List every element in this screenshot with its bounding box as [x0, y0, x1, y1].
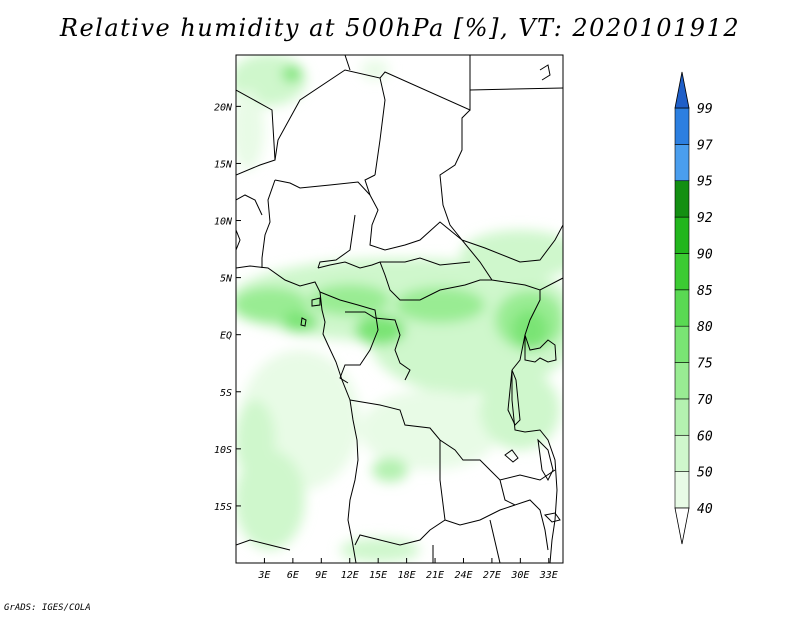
colorbar-segment: [674, 325, 690, 363]
map-frame: [235, 54, 564, 564]
lon-tick-label: 24E: [454, 570, 472, 581]
colorbar-segment: [674, 398, 690, 436]
software-credit: GrADS: IGES/COLA: [4, 603, 91, 613]
lat-tick-label: 5S: [220, 388, 232, 399]
lat-tick-label: 20N: [214, 102, 233, 113]
lon-tick-label: 3E: [257, 570, 270, 581]
lon-tick-label: 30E: [510, 570, 529, 581]
lon-tick-label: 6E: [287, 570, 299, 581]
colorbar-min-arrow: [674, 507, 690, 545]
lat-tick-label: 5N: [220, 274, 233, 285]
colorbar-segment: [674, 471, 690, 509]
colorbar-segment: [674, 289, 690, 327]
latitude-axis: 20N 15N 10N 5N EQ 5S 10S 15S: [214, 102, 241, 513]
colorbar-label: 80: [697, 320, 713, 335]
colorbar-segment: [674, 180, 690, 218]
lon-tick-label: 27E: [483, 570, 501, 581]
colorbar-label: 75: [697, 357, 713, 372]
colorbar-segment: [674, 216, 690, 254]
colorbar-segment: [674, 107, 690, 145]
country-borders: [236, 55, 563, 563]
colorbar-segment: [674, 362, 690, 400]
lon-tick-label: 12E: [341, 570, 359, 581]
lon-tick-label: 33E: [539, 570, 558, 581]
colorbar-segment: [674, 434, 690, 472]
colorbar-max-arrow: [674, 71, 690, 109]
lat-tick-label: 10N: [214, 217, 233, 228]
colorbar-label: 90: [697, 247, 713, 262]
longitude-axis: 3E 6E 9E 12E 15E 18E 21E 24E 27E 30E 33E: [257, 558, 558, 581]
lon-tick-label: 15E: [369, 570, 387, 581]
lon-tick-label: 9E: [315, 570, 327, 581]
lat-tick-label: 10S: [214, 445, 232, 456]
colorbar-label: 60: [697, 429, 713, 444]
lat-tick-label: 15S: [214, 502, 232, 513]
lat-tick-label: 15N: [214, 159, 233, 170]
map-title: Relative humidity at 500hPa [%], VT: 202…: [59, 14, 741, 42]
colorbar: 40 50 60 70 75 80 85 90 92 95 97 99: [674, 71, 713, 545]
colorbar-segment: [674, 253, 690, 291]
colorbar-label: 92: [697, 211, 713, 226]
colorbar-label: 50: [697, 466, 713, 481]
lon-tick-label: 18E: [398, 570, 416, 581]
colorbar-label: 97: [697, 138, 713, 153]
colorbar-label: 70: [697, 393, 713, 408]
humidity-field: [236, 55, 563, 562]
lon-tick-label: 21E: [426, 570, 444, 581]
lat-tick-label: EQ: [220, 331, 232, 342]
colorbar-label: 85: [697, 284, 713, 299]
colorbar-segment: [674, 144, 690, 182]
colorbar-label: 40: [697, 502, 713, 517]
colorbar-label: 95: [697, 175, 713, 190]
colorbar-label: 99: [697, 102, 713, 117]
